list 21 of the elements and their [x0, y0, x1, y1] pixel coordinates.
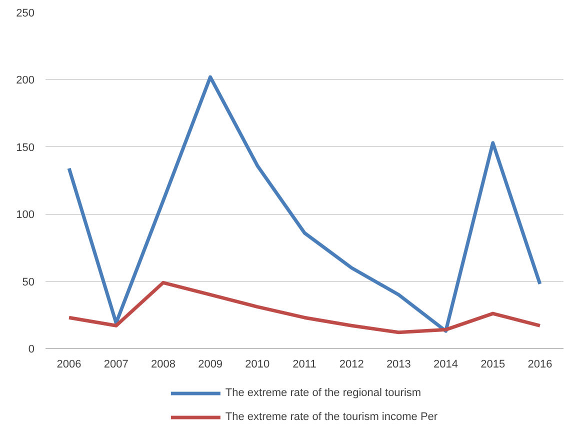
- x-tick-label: 2008: [150, 358, 176, 370]
- x-tick-label: 2009: [198, 358, 223, 370]
- x-tick-label: 2012: [339, 358, 364, 370]
- line-series: [67, 75, 542, 333]
- x-tick-label: 2010: [245, 358, 270, 370]
- x-tick-label: 2016: [528, 358, 552, 370]
- y-tick-label: 100: [16, 209, 35, 222]
- x-tick-label: 2013: [386, 358, 411, 370]
- x-tick-label: 2006: [56, 358, 82, 370]
- y-tick-label: 50: [22, 276, 35, 288]
- legend-label: The extreme rate of the tourism income Per: [225, 411, 438, 423]
- y-tick-label: 150: [16, 142, 35, 154]
- y-tick-label: 200: [16, 74, 35, 87]
- x-tick-label: 2011: [292, 358, 316, 370]
- line-series: [67, 280, 542, 334]
- x-tick-label: 2007: [104, 358, 128, 370]
- y-tick-label: 0: [28, 344, 35, 356]
- x-tick-label: 2015: [480, 358, 506, 370]
- x-tick-label: 2014: [434, 358, 458, 370]
- y-tick-label: 250: [16, 8, 35, 20]
- legend-label: The extreme rate of the regional tourism: [225, 387, 422, 399]
